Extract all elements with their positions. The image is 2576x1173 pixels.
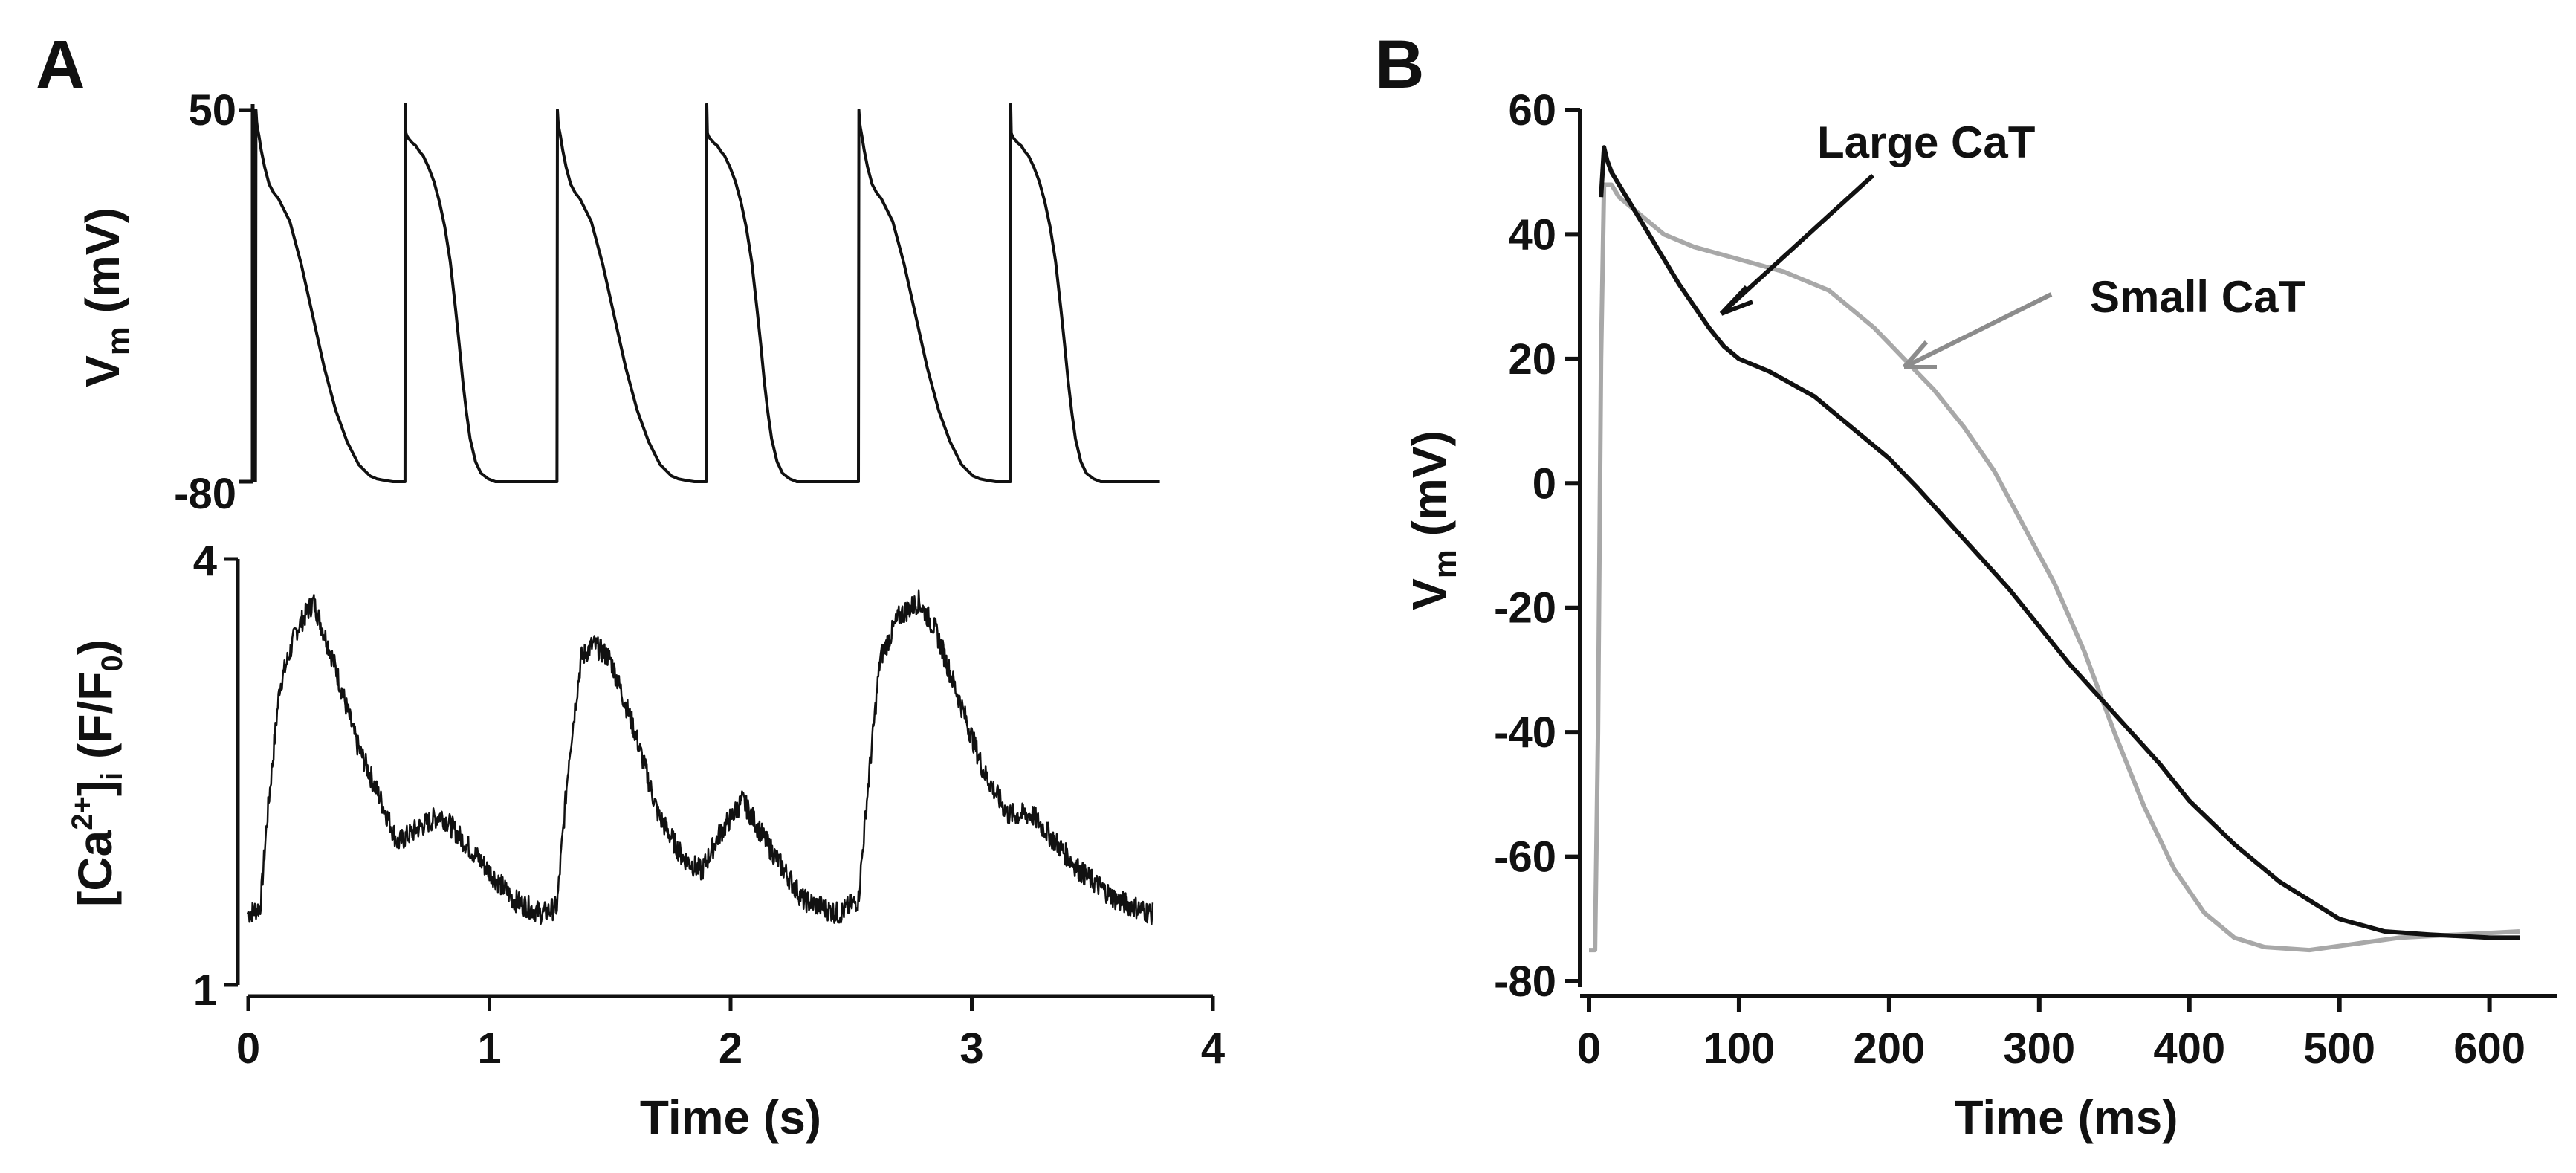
panel-a-bottom-ytick-label-1: 1 [193, 966, 217, 1015]
panel-b-ytick-label: -20 [1494, 584, 1556, 633]
vm-trace-line [253, 103, 1160, 483]
panel-b-xtick-label: 400 [2153, 1024, 2225, 1073]
annotation-large-cat: Large CaT [1817, 117, 2035, 167]
panel-a-top-ylabel-main: V [76, 355, 129, 387]
panel-a-bottom-xtick-label: 3 [959, 1024, 983, 1073]
panel-b-ylabel-sub: m [1427, 549, 1463, 578]
panel-a-bottom-xtick-label: 1 [477, 1024, 501, 1073]
panel-b-yticks: -80 -60 -40 -20 0 20 40 60 [1494, 86, 1580, 1006]
panel-b-xtick-label: 500 [2303, 1024, 2375, 1073]
panel-b-xlabel: Time (ms) [1954, 1090, 2178, 1144]
panel-a-bottom-ylabel-sub-i: i [96, 772, 129, 781]
panel-a-top-ylabel: Vm (mV) [76, 207, 137, 387]
panel-b-ytick-label: -60 [1494, 833, 1556, 882]
panel-a-bottom-ylabel: [Ca2+]i (F/F0) [66, 639, 129, 907]
annotation-small-cat: Small CaT [2090, 272, 2305, 322]
panel-b-ytick-label: 40 [1508, 210, 1556, 259]
panel-a-bottom-xtick-label: 4 [1201, 1024, 1225, 1073]
panel-b-letter: B [1375, 27, 1424, 103]
panel-b-ytick-label: -80 [1494, 957, 1556, 1006]
small-cat-line [1589, 182, 2520, 953]
panel-a-bottom-ylabel-unit-close: ) [68, 639, 122, 655]
panel-a-bottom-ylabel-mid: ] [68, 781, 122, 796]
panel-a-bottom-ytick-label-4: 4 [193, 537, 217, 585]
panel-b-traces [1589, 145, 2520, 953]
panel-a-top-ytick-label-minus80: -80 [174, 470, 236, 518]
panel-b-ytick-label: 0 [1533, 459, 1556, 508]
panel-a-bottom-traces [247, 589, 1154, 925]
panel-b-xtick-label: 300 [2003, 1024, 2075, 1073]
panel-a-bottom-ylabel-prefix: [Ca [68, 830, 122, 907]
annotation-large-cat-arrowhead [1719, 285, 1754, 316]
panel-b-xtick-label: 200 [1853, 1024, 1925, 1073]
panel-a-bottom-ylabel-sub-0: 0 [96, 655, 129, 671]
panel-a-bottom-ylabel-unit-open: (F/F [68, 672, 122, 772]
panel-b-xtick-label: 0 [1577, 1024, 1601, 1073]
panel-b-xtick-label: 600 [2453, 1024, 2525, 1073]
panel-b-ytick-label: 60 [1508, 86, 1556, 135]
panel-b-ytick-label: 20 [1508, 335, 1556, 384]
panel-b-ytick-label: -40 [1494, 708, 1556, 757]
panel-a-top-chart: 50 -80 Vm (mV) [76, 86, 1160, 518]
panel-b-xtick-label: 100 [1703, 1024, 1776, 1073]
panel-a-bottom-ylabel-sup: 2+ [66, 796, 99, 830]
panel-a-bottom-xtick-label: 2 [719, 1024, 742, 1073]
panel-a-top-ytick-label-50: 50 [188, 86, 236, 135]
panel-b-ylabel-main: V [1402, 578, 1456, 610]
panel-a-top-ylabel-sub: m [100, 326, 137, 355]
large-cat-line [1599, 145, 2520, 940]
panel-a-top-ylabel-unit: (mV) [76, 207, 129, 326]
panel-b-ylabel: Vm (mV) [1402, 430, 1463, 610]
ca-transient-line [247, 589, 1154, 925]
annotation-small-cat-arrow [1903, 292, 2053, 369]
panel-a-bottom-xticks: 0 1 2 3 4 [236, 996, 1225, 1073]
annotation-large-cat-arrow [1719, 173, 1875, 316]
panel-b-xticks: 0 100 200 300 400 500 600 [1577, 996, 2525, 1073]
annotation-small-cat-arrowhead [1902, 340, 1937, 369]
panel-a-letter: A [36, 27, 85, 103]
panel-a-top-traces [253, 103, 1160, 483]
panel-a-bottom-xtick-label: 0 [236, 1024, 260, 1073]
panel-b-ylabel-unit: (mV) [1402, 430, 1456, 549]
panel-a-bottom-xlabel: Time (s) [640, 1090, 821, 1144]
